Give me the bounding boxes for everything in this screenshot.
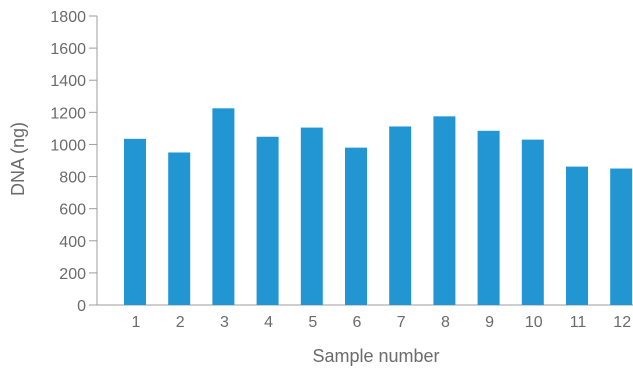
bar [345,147,367,305]
y-tick-label: 1800 [50,9,86,26]
x-tick-label: 1 [132,314,141,331]
bar [124,138,146,305]
y-tick-label: 0 [77,298,86,315]
y-tick-label: 600 [59,202,86,219]
bar [521,139,544,305]
y-tick-label: 200 [59,266,86,283]
x-tick-label: 7 [397,314,406,331]
y-tick-label: 400 [59,234,86,251]
bar [212,108,235,305]
y-tick-label: 800 [59,170,86,187]
bar [168,152,191,305]
x-tick-label: 12 [613,314,631,331]
x-tick-label: 6 [353,314,362,331]
y-tick-label: 1400 [50,73,86,90]
x-tick-label: 5 [308,314,317,331]
x-axis: 1 2 3 4 5 6 7 8 9 10 11 12 [97,304,633,331]
bar [256,136,279,305]
x-tick-label: 8 [441,314,450,331]
y-tick-label: 1600 [50,41,86,58]
bar [566,166,588,305]
y-tick-label: 1200 [50,105,86,122]
y-axis-title: DNA (ng) [8,122,28,196]
bar [433,116,456,305]
x-tick-label: 4 [264,314,273,331]
bars [124,108,633,306]
x-axis-title: Sample number [312,346,439,366]
bar [477,130,500,305]
x-tick-label: 2 [176,314,185,331]
x-tick-label: 11 [570,314,587,331]
x-tick-label: 3 [220,314,229,331]
bar [389,126,412,306]
bar [610,168,633,305]
bar [300,127,323,305]
y-axis: 0 200 400 600 800 1000 1200 1400 1600 1800 [50,9,98,315]
x-tick-label: 10 [525,314,543,331]
x-tick-label: 9 [485,314,494,331]
y-tick-label: 1000 [50,137,86,154]
